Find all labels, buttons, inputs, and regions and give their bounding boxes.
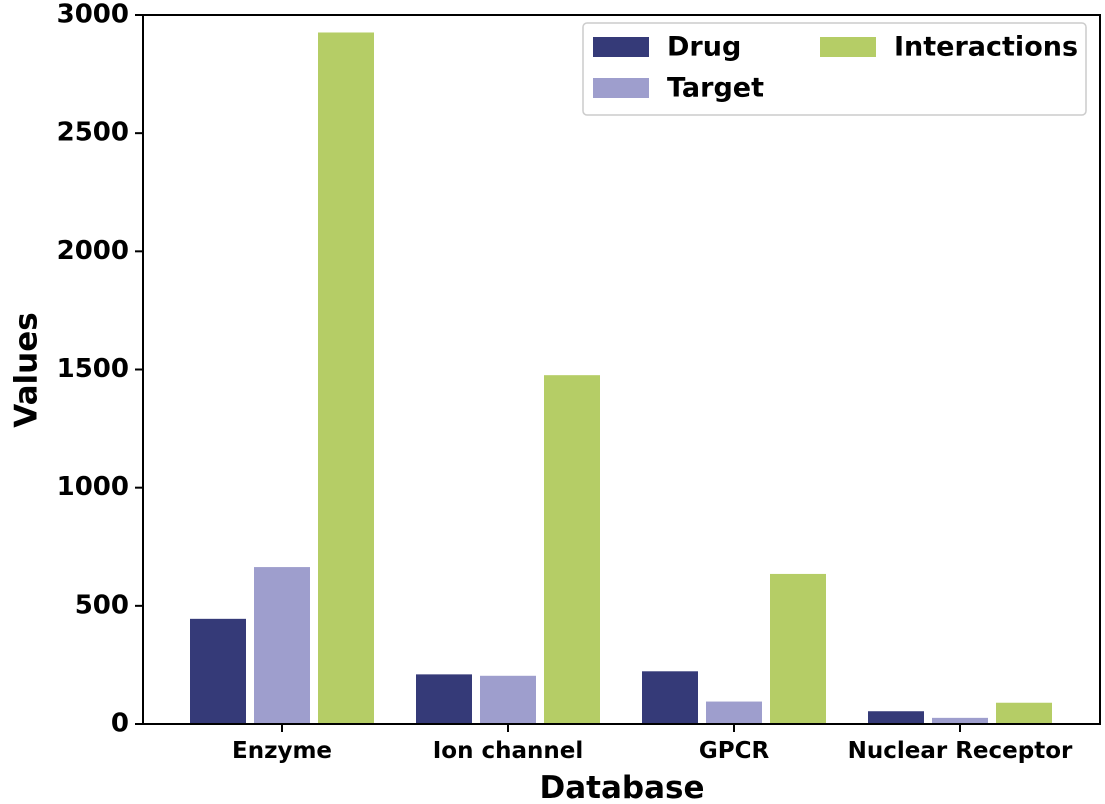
x-tick-label: GPCR xyxy=(699,738,770,764)
bar-drug-nuclear-receptor xyxy=(868,711,924,724)
y-axis-label: Values xyxy=(9,312,45,427)
legend-label-drug: Drug xyxy=(667,32,741,63)
bar-target-ion-channel xyxy=(480,675,536,724)
legend: Drug Target Interactions xyxy=(582,22,1087,116)
legend-label-target: Target xyxy=(667,73,764,104)
bars-layer xyxy=(190,32,1052,725)
legend-swatch-target xyxy=(593,78,649,98)
bar-target-nuclear-receptor xyxy=(932,717,988,724)
y-tick-label: 1000 xyxy=(57,472,129,502)
legend-label-interactions: Interactions xyxy=(894,32,1078,63)
x-axis: Enzyme Ion channel GPCR Nuclear Receptor xyxy=(232,724,1073,764)
x-axis-label: Database xyxy=(540,770,705,804)
x-tick-label: Enzyme xyxy=(232,738,332,764)
bar-interactions-nuclear-receptor xyxy=(996,702,1052,724)
bar-drug-gpcr xyxy=(642,671,698,724)
legend-swatch-interactions xyxy=(820,37,876,57)
bar-interactions-gpcr xyxy=(770,573,826,724)
bar-drug-ion-channel xyxy=(416,674,472,724)
bar-target-enzyme xyxy=(254,567,310,724)
y-tick-label: 500 xyxy=(75,590,129,620)
y-tick-label: 3000 xyxy=(57,0,129,30)
legend-box xyxy=(582,22,1087,116)
y-tick-label: 0 xyxy=(111,709,129,739)
x-tick-label: Nuclear Receptor xyxy=(848,738,1073,764)
y-axis: 0 500 1000 1500 2000 2500 3000 xyxy=(57,0,143,739)
bar-target-gpcr xyxy=(706,701,762,724)
bar-interactions-ion-channel xyxy=(544,375,600,724)
y-tick-label: 2500 xyxy=(57,118,129,148)
y-tick-label: 2000 xyxy=(57,236,129,266)
y-tick-label: 1500 xyxy=(57,354,129,384)
bar-drug-enzyme xyxy=(190,618,246,724)
x-tick-label: Ion channel xyxy=(433,738,584,764)
bar-interactions-enzyme xyxy=(318,32,374,725)
legend-swatch-drug xyxy=(593,37,649,57)
